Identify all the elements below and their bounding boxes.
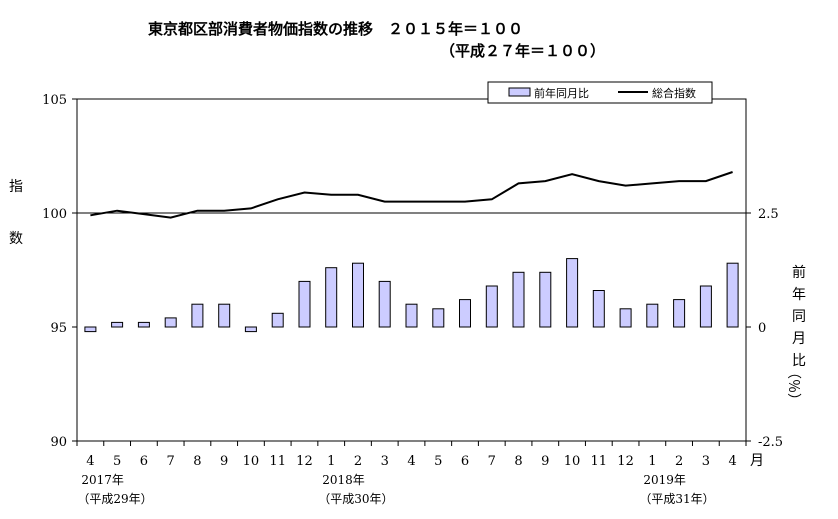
bar	[699, 285, 712, 328]
left-axis-label-char: 数	[9, 231, 23, 247]
legend: 前年同月比 総合指数	[487, 81, 713, 104]
x-tick-label: 4	[86, 454, 94, 469]
x-tick-label: 3	[381, 454, 389, 469]
right-tick-label: 2.5	[758, 207, 779, 222]
x-tick-label: 8	[193, 454, 201, 469]
legend-bar-label: 前年同月比	[534, 86, 589, 100]
bar	[726, 262, 739, 328]
x-tick-label: 2	[354, 454, 362, 469]
year-label: 2018年	[322, 473, 365, 487]
x-tick-label: 9	[220, 454, 228, 469]
bar	[619, 308, 632, 328]
x-axis-unit: 月	[750, 453, 764, 469]
right-axis-label-char: 同	[792, 309, 806, 325]
right-axis-label-char: 年	[792, 287, 806, 303]
x-tick-label: 10	[243, 454, 260, 469]
bar	[298, 280, 311, 328]
x-tick-label: 4	[728, 454, 736, 469]
bar	[378, 280, 391, 328]
right-axis-label-char: 比	[792, 353, 806, 369]
plot-area	[76, 98, 747, 442]
right-axis-ticks: 2.5 0 -2.5	[746, 207, 783, 450]
x-tick-label: 8	[514, 454, 522, 469]
bar	[566, 258, 579, 328]
right-axis-unit: （％）	[785, 365, 801, 407]
left-axis-label-char: 指	[9, 179, 23, 195]
x-tick-label: 10	[564, 454, 581, 469]
index-line	[90, 171, 733, 219]
bar	[646, 303, 659, 328]
right-axis-label: 前年同月比	[792, 264, 806, 369]
bar	[271, 312, 284, 328]
year-labels: 2017年 （平成29年） 2018年 （平成30年） 2019年 （平成31年）	[77, 473, 714, 506]
bar	[352, 262, 364, 328]
x-tick-label: 7	[167, 454, 175, 469]
bar	[592, 290, 605, 328]
left-tick-label: 95	[50, 321, 67, 336]
left-tick-label: 100	[42, 207, 67, 222]
bar	[512, 271, 525, 328]
right-tick-label: 0	[758, 321, 766, 336]
right-axis-label-char: 前	[792, 264, 806, 281]
bar	[485, 285, 498, 328]
x-tick-label: 11	[591, 454, 608, 469]
legend-line-label: 総合指数	[652, 86, 696, 100]
x-tick-label: 5	[434, 454, 442, 469]
x-tick-label: 9	[541, 454, 549, 469]
left-tick-label: 105	[42, 93, 67, 108]
bar-series	[84, 258, 739, 333]
x-tick-label: 3	[702, 454, 710, 469]
year-label: 2017年	[81, 473, 124, 487]
x-tick-label: 4	[407, 454, 415, 469]
x-tick-label: 1	[648, 454, 656, 469]
legend-box	[487, 81, 713, 104]
chart-title: 東京都区部消費者物価指数の推移 ２０１５年＝１００	[148, 20, 523, 38]
bar	[673, 299, 686, 328]
left-axis-ticks: 105 100 95 90	[42, 93, 77, 450]
right-axis-label-char: 月	[792, 331, 806, 347]
bar	[325, 267, 338, 328]
left-tick-label: 90	[50, 435, 67, 450]
x-tick-label: 12	[617, 454, 634, 469]
left-axis-label: 指数	[9, 179, 23, 247]
era-label: （平成29年）	[77, 492, 152, 506]
era-label: （平成31年）	[639, 492, 714, 506]
bar	[191, 303, 204, 328]
chart-subtitle: （平成２７年＝１００）	[440, 42, 605, 60]
bar	[111, 321, 124, 328]
x-tick-label: 7	[488, 454, 496, 469]
x-tick-label: 5	[113, 454, 121, 469]
bar	[218, 303, 231, 328]
bar	[539, 271, 552, 328]
x-tick-label: 6	[461, 454, 469, 469]
x-tick-label: 6	[140, 454, 148, 469]
right-tick-label: -2.5	[758, 435, 783, 450]
bar	[432, 308, 445, 328]
bar	[244, 326, 257, 333]
x-tick-label: 1	[327, 454, 335, 469]
bar	[164, 317, 177, 328]
era-label: （平成30年）	[318, 492, 393, 506]
bar	[137, 321, 150, 328]
legend-bar-swatch	[508, 87, 531, 97]
bar	[459, 299, 471, 328]
bar	[84, 326, 97, 333]
x-tick-label: 11	[269, 454, 286, 469]
year-label: 2019年	[643, 473, 686, 487]
bar	[405, 303, 418, 328]
x-axis-ticks: 4 5 6 7 8 9 10 11 12 1 2 3 4 5 6 7 8 9 10 11 12 1 2 3 4	[76, 441, 747, 469]
x-tick-label: 12	[296, 454, 313, 469]
x-tick-label: 2	[675, 454, 683, 469]
